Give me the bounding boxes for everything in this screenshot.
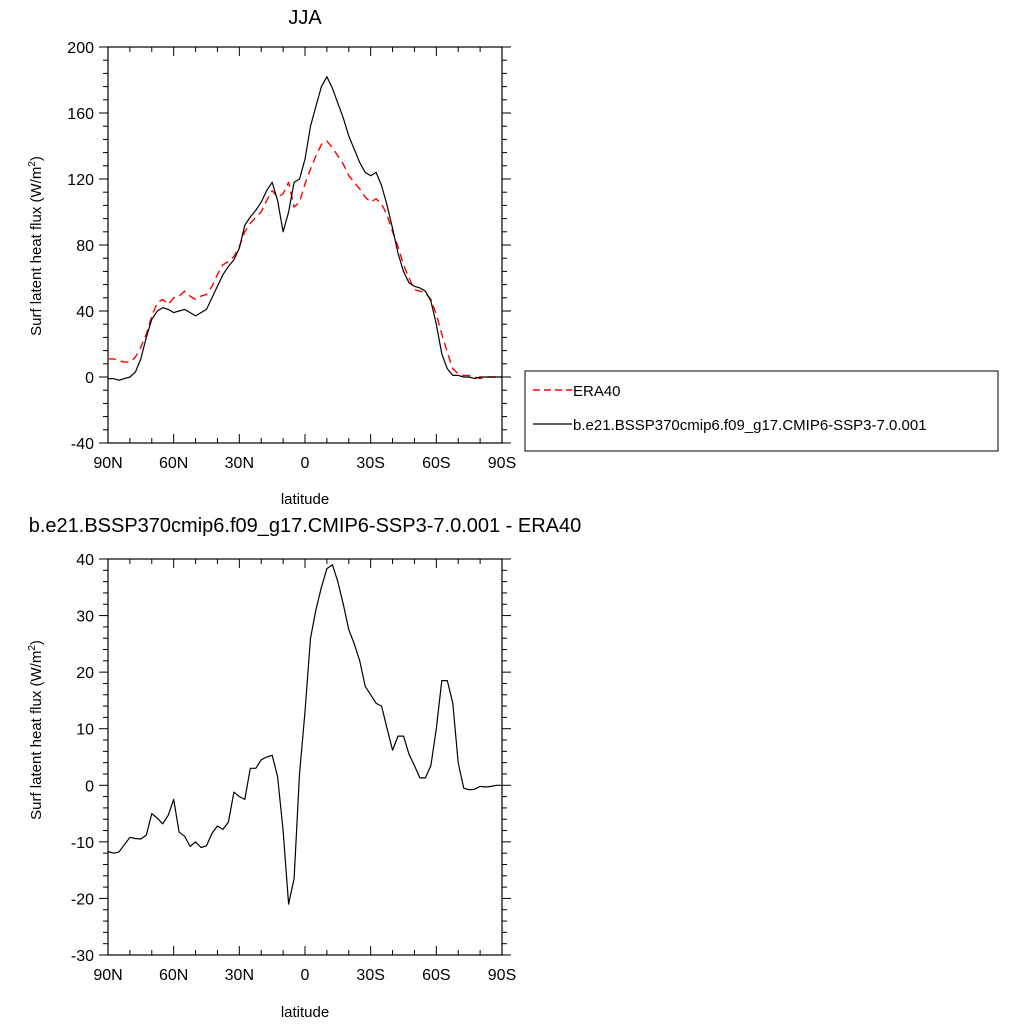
top-plot-area: 90N 60N 30N 0 30S 60S 90S -40 0 40 80 120 160 200 — [67, 40, 516, 472]
top-x-tick-label: 30S — [356, 455, 384, 472]
bottom-chart: b.e21.BSSP370cmip6.f09_g17.CMIP6-SSP3-7.… — [27, 515, 581, 1021]
bottom-x-tick-label: 90N — [93, 967, 122, 984]
top-y-tick-label: -40 — [71, 436, 94, 453]
bottom-y-tick-label: 10 — [76, 722, 94, 739]
top-x-tick-label: 90N — [93, 455, 122, 472]
top-x-tick-label: 0 — [301, 455, 310, 472]
bottom-x-tick-label: 90S — [488, 967, 516, 984]
bottom-x-tick-label: 60N — [159, 967, 188, 984]
bottom-y-tick-label: 0 — [85, 778, 94, 795]
bottom-y-tick-label: -10 — [71, 835, 94, 852]
top-y-tick-label: 120 — [67, 172, 94, 189]
bottom-y-axis-label: Surf latent heat flux (W/m2) — [27, 640, 45, 820]
top-chart-title: JJA — [288, 7, 322, 29]
top-x-tick-label: 90S — [488, 455, 516, 472]
top-y-tick-label: 200 — [67, 40, 94, 57]
top-series-line-1 — [108, 76, 502, 381]
bottom-y-tick-label: 30 — [76, 609, 94, 626]
legend: ERA40 b.e21.BSSP370cmip6.f09_g17.CMIP6-S… — [524, 370, 999, 452]
top-y-tick-label: 160 — [67, 106, 94, 123]
bottom-x-tick-label: 0 — [301, 967, 310, 984]
top-x-tick-label: 30N — [225, 455, 254, 472]
bottom-plot-frame — [107, 558, 503, 956]
top-chart: JJA 90N 60N 30N 0 30S 60S 90S -40 0 40 80 120 160 200… — [27, 7, 999, 508]
top-x-tick-label: 60S — [422, 455, 450, 472]
bottom-y-tick-label: 20 — [76, 665, 94, 682]
legend-label-model: b.e21.BSSP370cmip6.f09_g17.CMIP6-SSP3-7.… — [573, 417, 927, 434]
legend-box — [524, 370, 999, 452]
top-x-axis-label: latitude — [281, 491, 329, 508]
top-series-line-0 — [108, 140, 502, 380]
bottom-x-tick-label: 30S — [356, 967, 384, 984]
bottom-plot-area: 90N 60N 30N 0 30S 60S 90S -30 -20 -10 0 10 20 30 40 — [71, 552, 516, 984]
bottom-y-tick-label: -30 — [71, 948, 94, 965]
bottom-x-axis-label: latitude — [281, 1004, 329, 1021]
bottom-y-tick-label: -20 — [71, 891, 94, 908]
bottom-series-line-0 — [107, 564, 502, 905]
bottom-x-tick-label: 60S — [422, 967, 450, 984]
bottom-chart-title: b.e21.BSSP370cmip6.f09_g17.CMIP6-SSP3-7.… — [29, 515, 582, 537]
bottom-y-tick-label: 40 — [76, 552, 94, 569]
top-x-tick-label: 60N — [159, 455, 188, 472]
top-y-tick-label: 80 — [76, 238, 94, 255]
top-y-tick-label: 0 — [85, 370, 94, 387]
top-plot-frame — [107, 46, 503, 444]
bottom-x-tick-label: 30N — [225, 967, 254, 984]
top-y-axis-label: Surf latent heat flux (W/m2) — [27, 156, 45, 336]
legend-label-era40: ERA40 — [573, 383, 621, 400]
top-y-tick-label: 40 — [76, 304, 94, 321]
